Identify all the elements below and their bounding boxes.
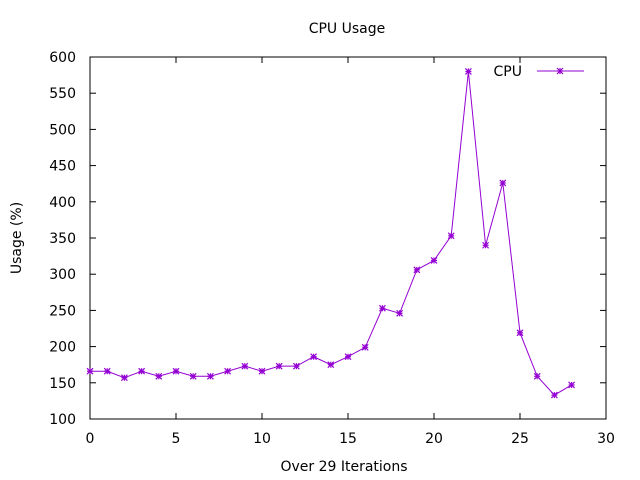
data-point xyxy=(378,304,386,312)
data-point xyxy=(103,367,111,375)
data-point xyxy=(344,353,352,361)
data-point xyxy=(396,309,404,317)
x-tick-label: 25 xyxy=(511,431,529,447)
data-point xyxy=(138,367,146,375)
y-tick-label: 450 xyxy=(49,159,76,175)
y-axis-label: Usage (%) xyxy=(9,202,25,274)
legend-star-marker xyxy=(556,67,564,75)
data-point xyxy=(241,362,249,370)
series-layer xyxy=(86,68,576,399)
data-point xyxy=(206,372,214,380)
data-point xyxy=(568,381,576,389)
data-point xyxy=(430,257,438,264)
data-point xyxy=(310,353,318,361)
y-tick-label: 500 xyxy=(49,122,76,138)
y-tick-label: 600 xyxy=(49,50,76,66)
legend-label-cpu: CPU xyxy=(494,64,522,80)
x-tick-label: 5 xyxy=(172,431,181,447)
y-tick-label: 150 xyxy=(49,376,76,392)
data-point xyxy=(361,343,369,351)
data-point xyxy=(189,372,197,380)
data-point xyxy=(516,329,524,337)
y-axis-ticks: 100 150 200 250 300 350 400 450 500 550 600 xyxy=(49,50,606,428)
data-point xyxy=(292,362,300,370)
data-point xyxy=(327,361,335,369)
legend-marker-cpu xyxy=(556,67,564,75)
data-point xyxy=(413,266,421,274)
data-point xyxy=(155,372,163,380)
data-point xyxy=(550,391,558,399)
data-point xyxy=(447,232,455,240)
x-tick-label: 15 xyxy=(339,431,357,447)
legend: CPU xyxy=(494,64,584,80)
x-tick-label: 30 xyxy=(597,431,615,447)
y-tick-label: 100 xyxy=(49,412,76,428)
x-tick-label: 0 xyxy=(86,431,95,447)
data-point xyxy=(533,372,541,380)
data-point xyxy=(120,374,128,382)
data-point xyxy=(464,68,472,75)
data-point xyxy=(275,362,283,370)
x-axis-ticks: 0 5 10 15 20 25 30 xyxy=(86,57,615,447)
x-axis-label: Over 29 Iterations xyxy=(280,459,407,475)
y-tick-label: 400 xyxy=(49,195,76,211)
x-tick-label: 20 xyxy=(425,431,443,447)
y-tick-label: 250 xyxy=(49,303,76,319)
data-point xyxy=(258,367,266,375)
x-tick-label: 10 xyxy=(253,431,271,447)
y-tick-label: 350 xyxy=(49,231,76,247)
data-point xyxy=(499,179,507,187)
y-tick-label: 550 xyxy=(49,86,76,102)
series-line-cpu xyxy=(90,71,572,396)
data-point xyxy=(224,367,232,375)
data-point xyxy=(172,367,180,375)
data-point xyxy=(86,367,94,375)
chart-title: CPU Usage xyxy=(309,21,386,37)
y-tick-label: 300 xyxy=(49,267,76,283)
plot-area-frame xyxy=(89,56,607,420)
data-point xyxy=(482,241,490,249)
y-tick-label: 200 xyxy=(49,340,76,356)
